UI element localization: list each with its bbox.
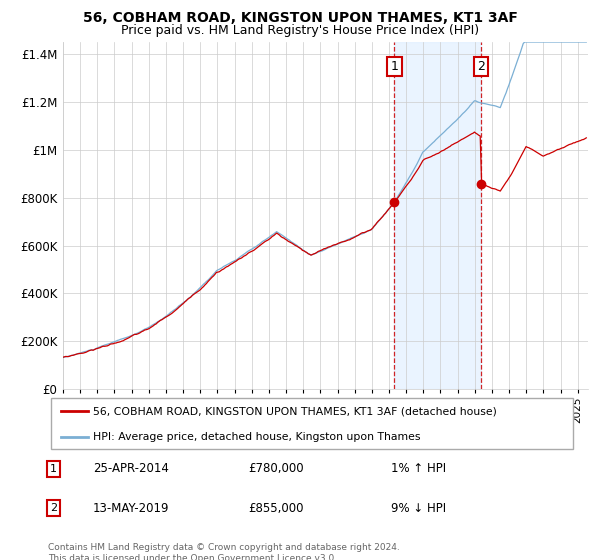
Text: 1: 1: [391, 60, 398, 73]
Text: 25-APR-2014: 25-APR-2014: [93, 462, 169, 475]
Text: 13-MAY-2019: 13-MAY-2019: [93, 502, 169, 515]
Text: 56, COBHAM ROAD, KINGSTON UPON THAMES, KT1 3AF (detached house): 56, COBHAM ROAD, KINGSTON UPON THAMES, K…: [93, 407, 497, 416]
Text: £855,000: £855,000: [248, 502, 304, 515]
Text: 1: 1: [50, 464, 57, 474]
Text: 2: 2: [477, 60, 485, 73]
Bar: [394, 42, 481, 389]
Text: £780,000: £780,000: [248, 462, 304, 475]
Text: 1% ↑ HPI: 1% ↑ HPI: [391, 462, 446, 475]
FancyBboxPatch shape: [50, 398, 574, 449]
Text: HPI: Average price, detached house, Kingston upon Thames: HPI: Average price, detached house, King…: [93, 432, 421, 441]
Text: Price paid vs. HM Land Registry's House Price Index (HPI): Price paid vs. HM Land Registry's House …: [121, 24, 479, 36]
Text: Contains HM Land Registry data © Crown copyright and database right 2024.
This d: Contains HM Land Registry data © Crown c…: [48, 543, 400, 560]
Text: 2: 2: [50, 503, 57, 513]
Text: 56, COBHAM ROAD, KINGSTON UPON THAMES, KT1 3AF: 56, COBHAM ROAD, KINGSTON UPON THAMES, K…: [83, 11, 517, 25]
Text: 9% ↓ HPI: 9% ↓ HPI: [391, 502, 446, 515]
